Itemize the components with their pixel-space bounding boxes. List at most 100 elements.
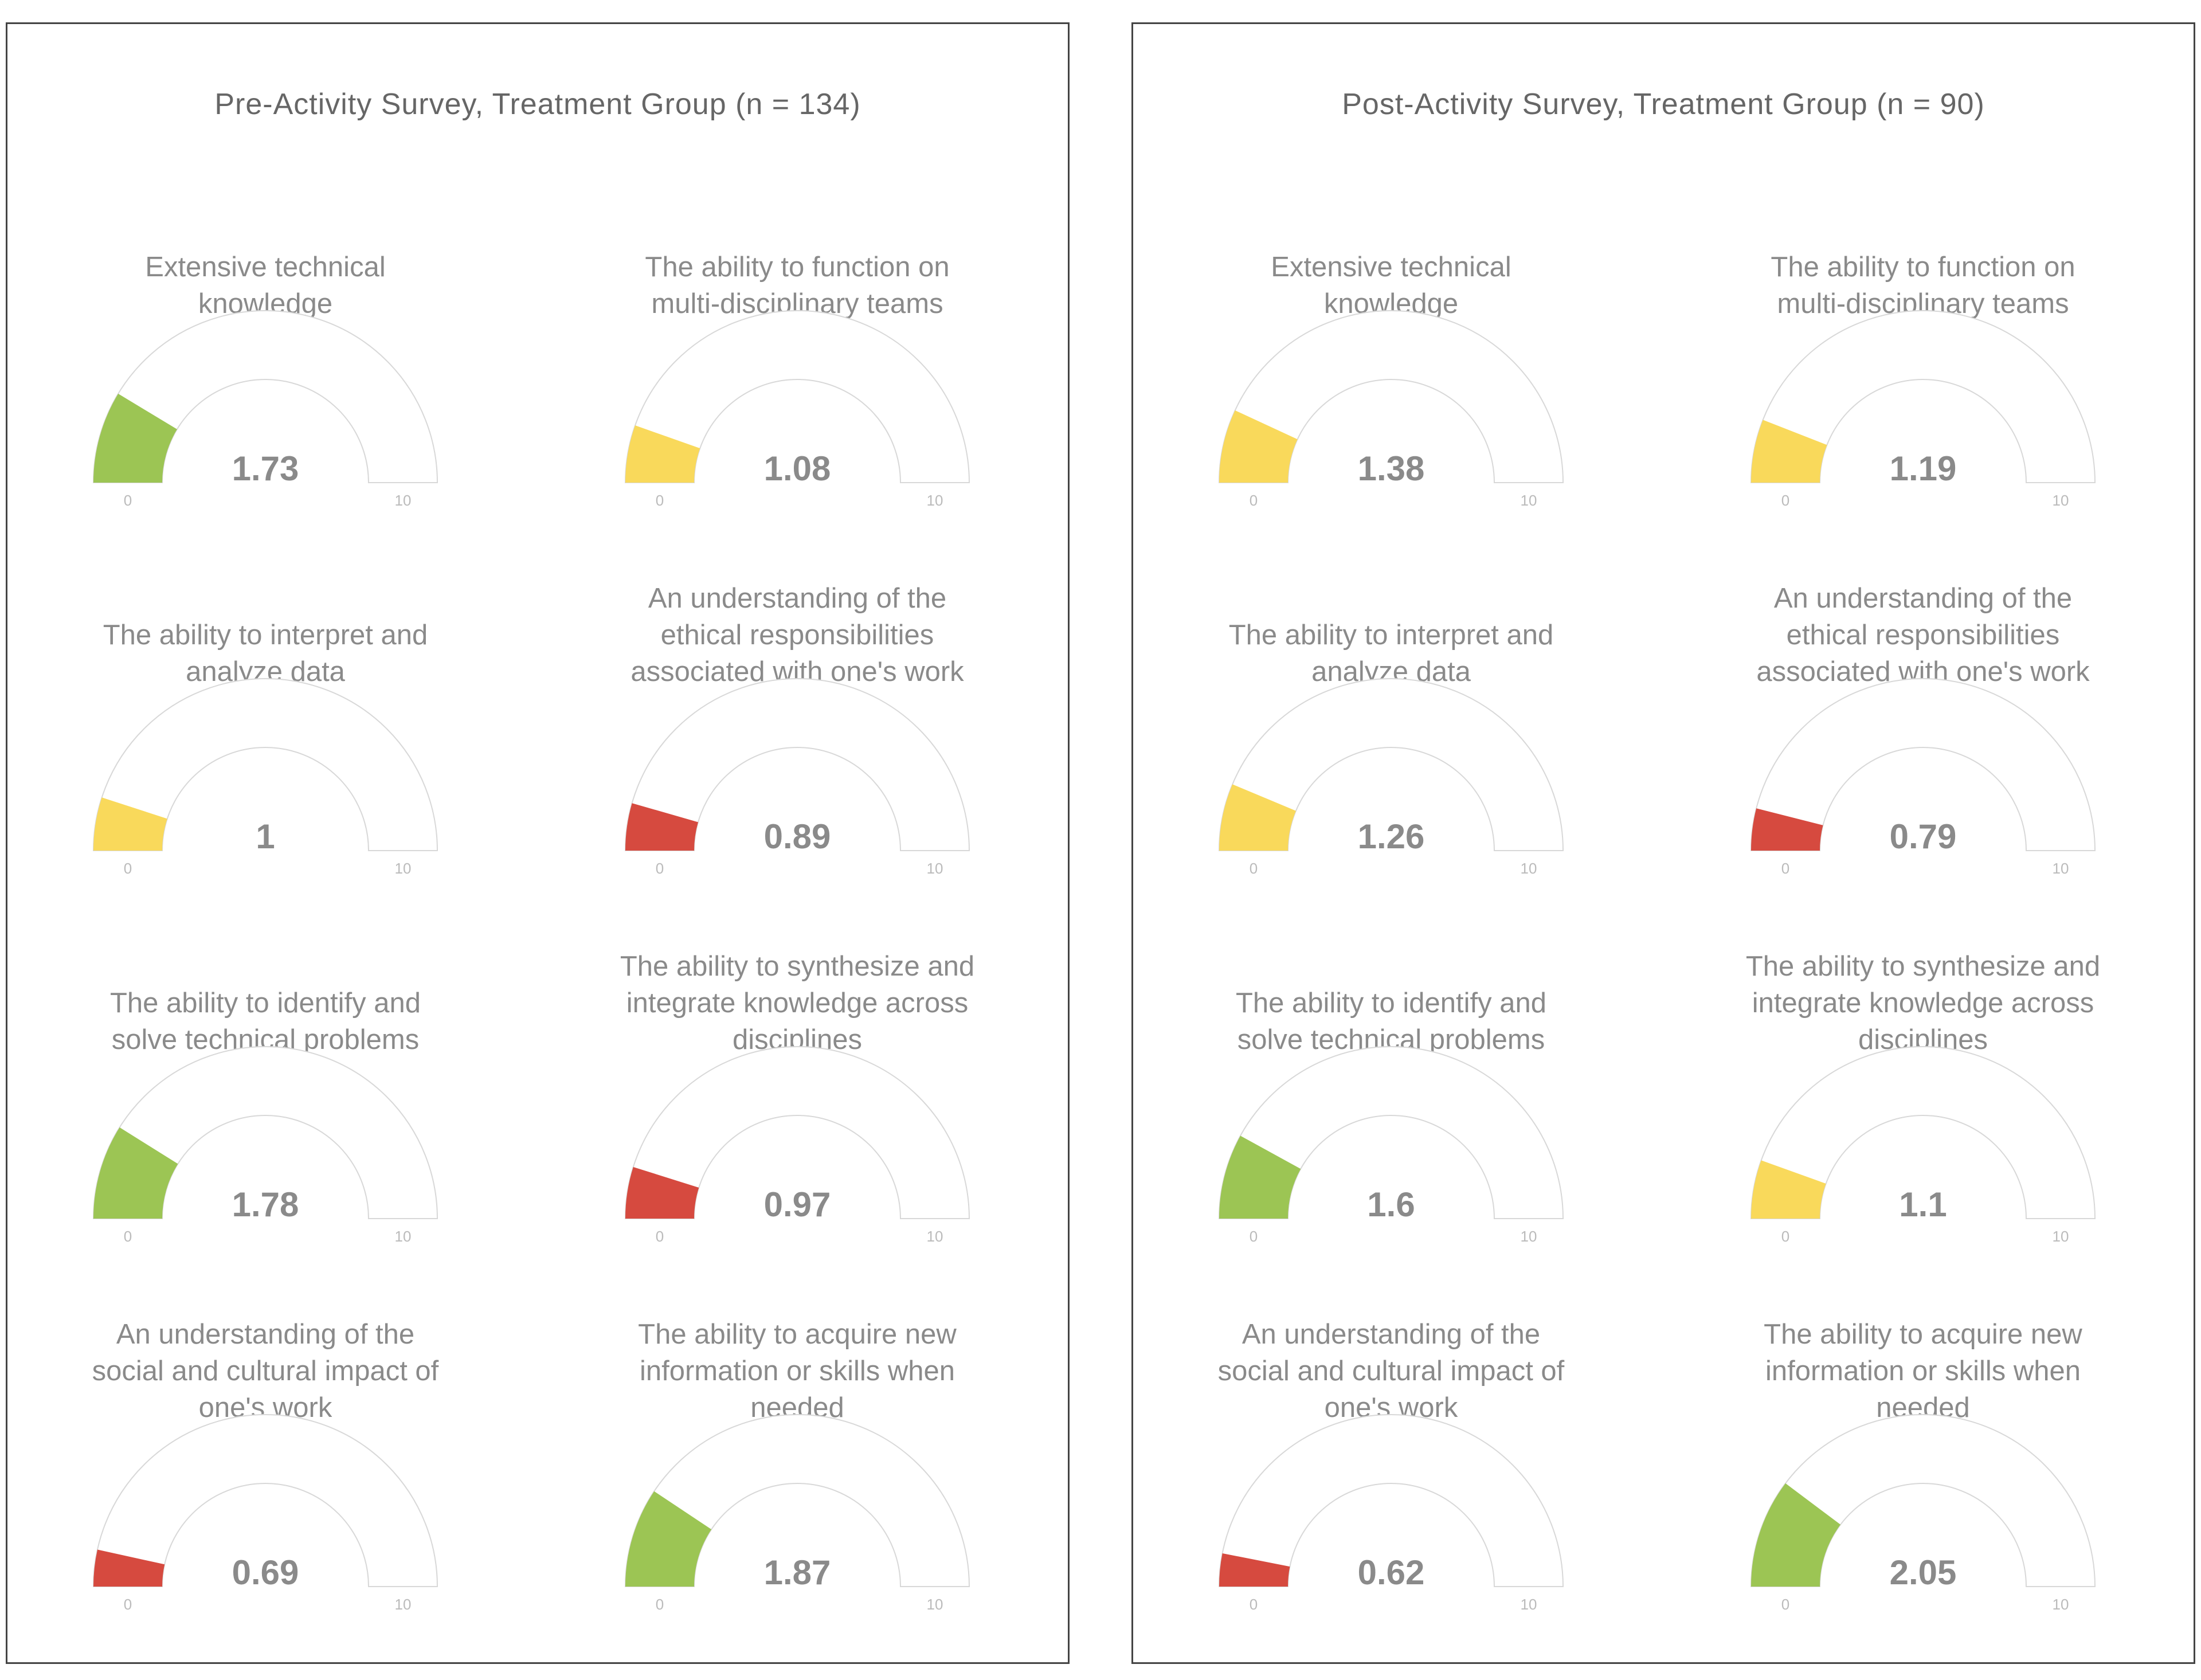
gauge: The ability to synthesize and integrate … — [620, 951, 975, 1299]
gauge: An understanding of the social and cultu… — [1213, 1319, 1569, 1667]
gauge-max-tick: 10 — [395, 1596, 412, 1613]
gauge-title: The ability to acquire new information o… — [620, 1319, 975, 1426]
gauge: The ability to identify and solve techni… — [1213, 978, 1569, 1299]
gauge-min-tick: 0 — [1250, 860, 1258, 877]
gauge-svg: 0.69 0 10 — [92, 1414, 438, 1613]
gauge-track — [1218, 678, 1564, 851]
gauge-title: The ability to identify and solve techni… — [88, 978, 443, 1058]
gauge-svg: 0.89 0 10 — [624, 678, 970, 877]
gauge-label: The ability to acquire new information o… — [638, 1319, 957, 1423]
gauge-svg: 1.26 0 10 — [1218, 678, 1564, 877]
gauge-label: Extensive technical knowledge — [1271, 252, 1511, 319]
gauge-max-tick: 10 — [927, 860, 943, 877]
gauge-svg: 2.05 0 10 — [1750, 1414, 2096, 1613]
gauge-max-tick: 10 — [2053, 860, 2069, 877]
gauge-max-tick: 10 — [2053, 492, 2069, 509]
gauge-value: 1.6 — [1367, 1185, 1415, 1224]
gauge: The ability to synthesize and integrate … — [1745, 951, 2101, 1299]
gauge-min-tick: 0 — [1250, 1596, 1258, 1613]
gauge-svg: 1.73 0 10 — [92, 310, 438, 509]
gauge-max-tick: 10 — [395, 860, 412, 877]
gauge-max-tick: 10 — [927, 492, 943, 509]
gauge: An understanding of the ethical responsi… — [620, 583, 975, 931]
gauge-min-tick: 0 — [1781, 492, 1789, 509]
gauge-min-tick: 0 — [124, 1596, 132, 1613]
gauge-value: 0.79 — [1890, 817, 1957, 856]
gauge-track — [624, 678, 970, 851]
gauge: The ability to interpret and analyze dat… — [1213, 610, 1569, 931]
gauge-min-tick: 0 — [656, 1228, 664, 1245]
gauge-value-arc — [1751, 420, 1827, 483]
gauge-value-arc — [1751, 1160, 1826, 1219]
gauge-svg: 1.87 0 10 — [624, 1414, 970, 1613]
gauge-label: An understanding of the social and cultu… — [1217, 1319, 1565, 1423]
gauge-min-tick: 0 — [656, 492, 664, 509]
gauge-value: 1.78 — [232, 1185, 299, 1224]
gauge-title: The ability to synthesize and integrate … — [620, 951, 975, 1058]
gauge-value: 1.08 — [764, 449, 831, 488]
gauge-min-tick: 0 — [656, 1596, 664, 1613]
gauge-track — [92, 1046, 438, 1219]
gauge-min-tick: 0 — [124, 860, 132, 877]
gauge-value-arc — [625, 425, 700, 483]
gauge-value: 0.89 — [764, 817, 831, 856]
panel-title: Post-Activity Survey, Treatment Group (n… — [1342, 88, 1985, 121]
gauge-min-tick: 0 — [124, 1228, 132, 1245]
gauge-max-tick: 10 — [395, 492, 412, 509]
gauge-value: 1.1 — [1899, 1185, 1947, 1224]
gauge-value-arc — [625, 803, 698, 851]
gauge-value-arc — [93, 797, 167, 851]
gauge-label: Extensive technical knowledge — [145, 252, 386, 319]
gauge-svg: 1.08 0 10 — [624, 310, 970, 509]
gauge-value-arc — [1751, 808, 1823, 851]
gauge-label: An understanding of the social and cultu… — [92, 1319, 439, 1423]
gauge-max-tick: 10 — [1521, 860, 1537, 877]
gauge-value-arc — [625, 1166, 699, 1219]
gauge-svg: 1.19 0 10 — [1750, 310, 2096, 509]
gauge-track — [624, 1414, 970, 1587]
gauge-track — [92, 1414, 438, 1587]
gauge: The ability to function on multi-discipl… — [620, 242, 975, 563]
gauge-track — [624, 310, 970, 483]
gauge-min-tick: 0 — [1781, 860, 1789, 877]
gauge-value-arc — [93, 1549, 165, 1587]
gauge-label: The ability to synthesize and integrate … — [1745, 951, 2101, 1055]
gauge: The ability to identify and solve techni… — [88, 978, 443, 1299]
gauge-min-tick: 0 — [1250, 1228, 1258, 1245]
gauge: Extensive technical knowledge 1.73 0 10 — [88, 242, 443, 563]
panel-title: Pre-Activity Survey, Treatment Group (n … — [214, 88, 861, 121]
gauge-svg: 0.97 0 10 — [624, 1046, 970, 1245]
gauge-track — [1750, 310, 2096, 483]
gauge-max-tick: 10 — [1521, 492, 1537, 509]
gauge-label: The ability to interpret and analyze dat… — [1228, 620, 1554, 687]
gauge-track — [1218, 1414, 1564, 1587]
gauge-value: 1.87 — [764, 1553, 831, 1592]
gauge-min-tick: 0 — [1781, 1596, 1789, 1613]
gauge-value: 1.26 — [1358, 817, 1425, 856]
gauge-value-arc — [1219, 1135, 1301, 1219]
gauge-value: 2.05 — [1890, 1553, 1957, 1592]
gauge-value: 1.38 — [1358, 449, 1425, 488]
gauge: The ability to acquire new information o… — [620, 1319, 975, 1667]
gauge-max-tick: 10 — [927, 1228, 943, 1245]
gauge: An understanding of the social and cultu… — [88, 1319, 443, 1667]
gauge-svg: 1.38 0 10 — [1218, 310, 1564, 509]
gauge-max-tick: 10 — [1521, 1228, 1537, 1245]
gauge-value: 0.62 — [1358, 1553, 1425, 1592]
gauge-svg: 1.1 0 10 — [1750, 1046, 2096, 1245]
gauge-track — [1750, 1414, 2096, 1587]
gauge-track — [1750, 678, 2096, 851]
gauge-value-arc — [1219, 1553, 1290, 1587]
gauge-title: Extensive technical knowledge — [1213, 242, 1569, 322]
gauge-svg: 0.79 0 10 — [1750, 678, 2096, 877]
gauge-label: The ability to synthesize and integrate … — [620, 951, 975, 1055]
gauge-title: The ability to interpret and analyze dat… — [1213, 610, 1569, 690]
gauge-track — [92, 678, 438, 851]
gauge-value: 0.97 — [764, 1185, 831, 1224]
gauge-value-arc — [1751, 1483, 1841, 1587]
gauge-title: An understanding of the social and cultu… — [1213, 1319, 1569, 1426]
gauge-title: Extensive technical knowledge — [88, 242, 443, 322]
gauge-value-arc — [625, 1491, 712, 1587]
gauge-title: The ability to synthesize and integrate … — [1745, 951, 2101, 1058]
gauge-track — [92, 310, 438, 483]
